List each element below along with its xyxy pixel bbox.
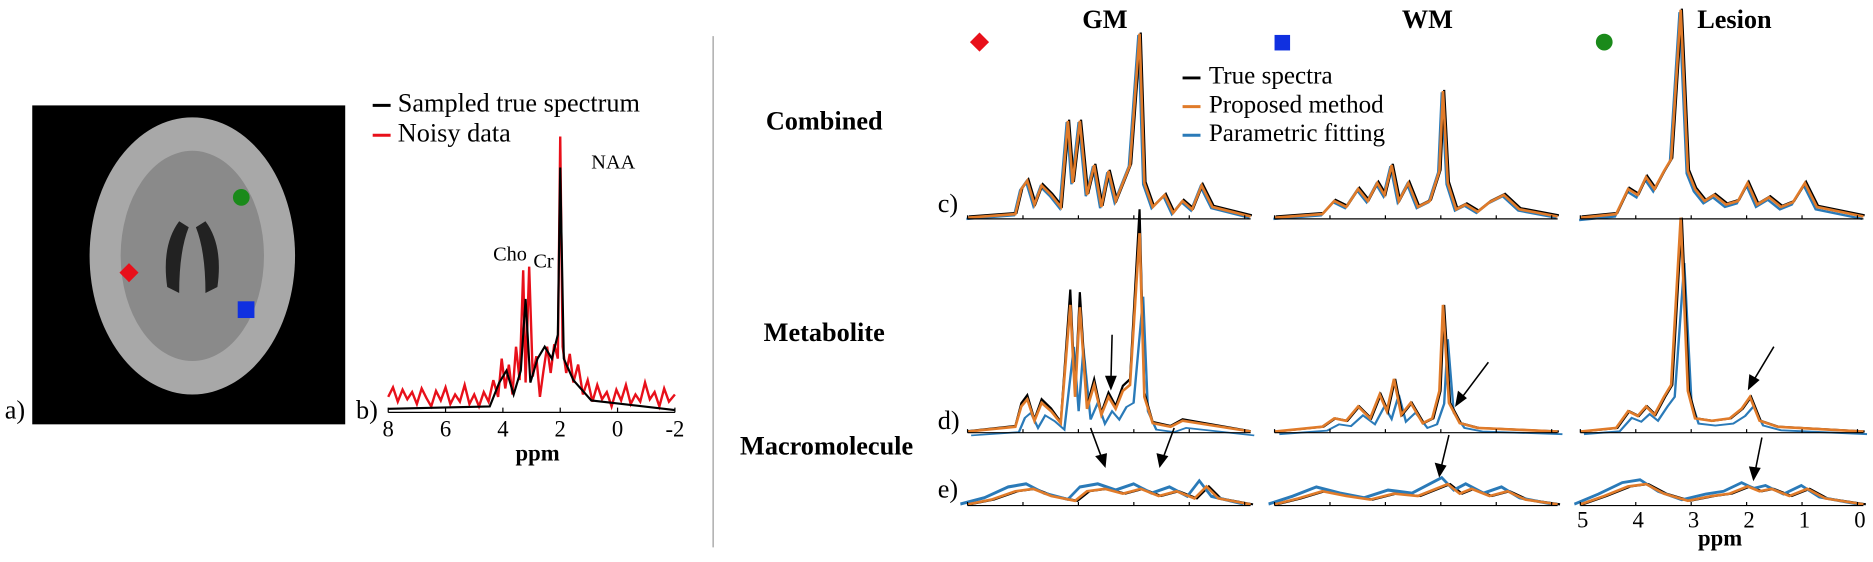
noisy-spectrum bbox=[387, 136, 676, 411]
x-axis-label: ppm bbox=[515, 441, 559, 466]
panel-label: c) bbox=[938, 189, 958, 218]
peak-label: Cho bbox=[493, 244, 527, 266]
true-spectrum bbox=[388, 167, 676, 412]
lesion-marker bbox=[232, 189, 250, 206]
panel-label: e) bbox=[938, 474, 958, 503]
column-header: WM bbox=[1402, 5, 1453, 34]
ventricles bbox=[165, 221, 219, 293]
x-tick-label: 2 bbox=[1743, 507, 1754, 532]
legend-entry: Proposed method bbox=[1209, 91, 1384, 118]
x-tick-label: 4 bbox=[1632, 507, 1643, 532]
x-tick-label: -2 bbox=[665, 417, 684, 442]
row-label: Combined bbox=[766, 106, 883, 135]
spectra bbox=[958, 7, 1869, 506]
column-header: GM bbox=[1082, 5, 1127, 34]
gm-marker bbox=[119, 263, 139, 283]
legend-entry: Sampled true spectrum bbox=[398, 88, 641, 117]
x-tick-label: 8 bbox=[383, 417, 394, 442]
brain-inner bbox=[120, 150, 264, 362]
panel-label: a) bbox=[5, 395, 25, 424]
x-tick-label: 5 bbox=[1577, 507, 1588, 532]
panel-label: b) bbox=[356, 395, 378, 424]
x-tick-label: 2 bbox=[555, 417, 566, 442]
wm-marker bbox=[237, 301, 255, 319]
lesion-marker bbox=[1595, 33, 1613, 51]
legend-entry: Noisy data bbox=[398, 118, 511, 147]
x-tick-label: 6 bbox=[440, 417, 451, 442]
arrows bbox=[1089, 334, 1775, 482]
column-header: Lesion bbox=[1697, 5, 1772, 34]
legend-entry: Parametric fitting bbox=[1209, 120, 1386, 147]
x-tick-label: 0 bbox=[1854, 507, 1865, 532]
x-tick-label: 1 bbox=[1799, 507, 1810, 532]
peak-label: NAA bbox=[591, 152, 635, 174]
panel-label: d) bbox=[938, 406, 960, 435]
legend-entry: True spectra bbox=[1209, 63, 1333, 90]
row-label: Macromolecule bbox=[740, 431, 913, 460]
row-label: Metabolite bbox=[764, 318, 885, 347]
gm-marker bbox=[969, 32, 990, 52]
x-tick-label: 4 bbox=[497, 417, 508, 442]
peak-label: Cr bbox=[533, 251, 554, 273]
x-tick-label: 0 bbox=[612, 417, 623, 442]
wm-marker bbox=[1274, 34, 1291, 51]
x-axis-label: ppm bbox=[1698, 525, 1742, 550]
x-tick-label: 3 bbox=[1688, 507, 1699, 532]
